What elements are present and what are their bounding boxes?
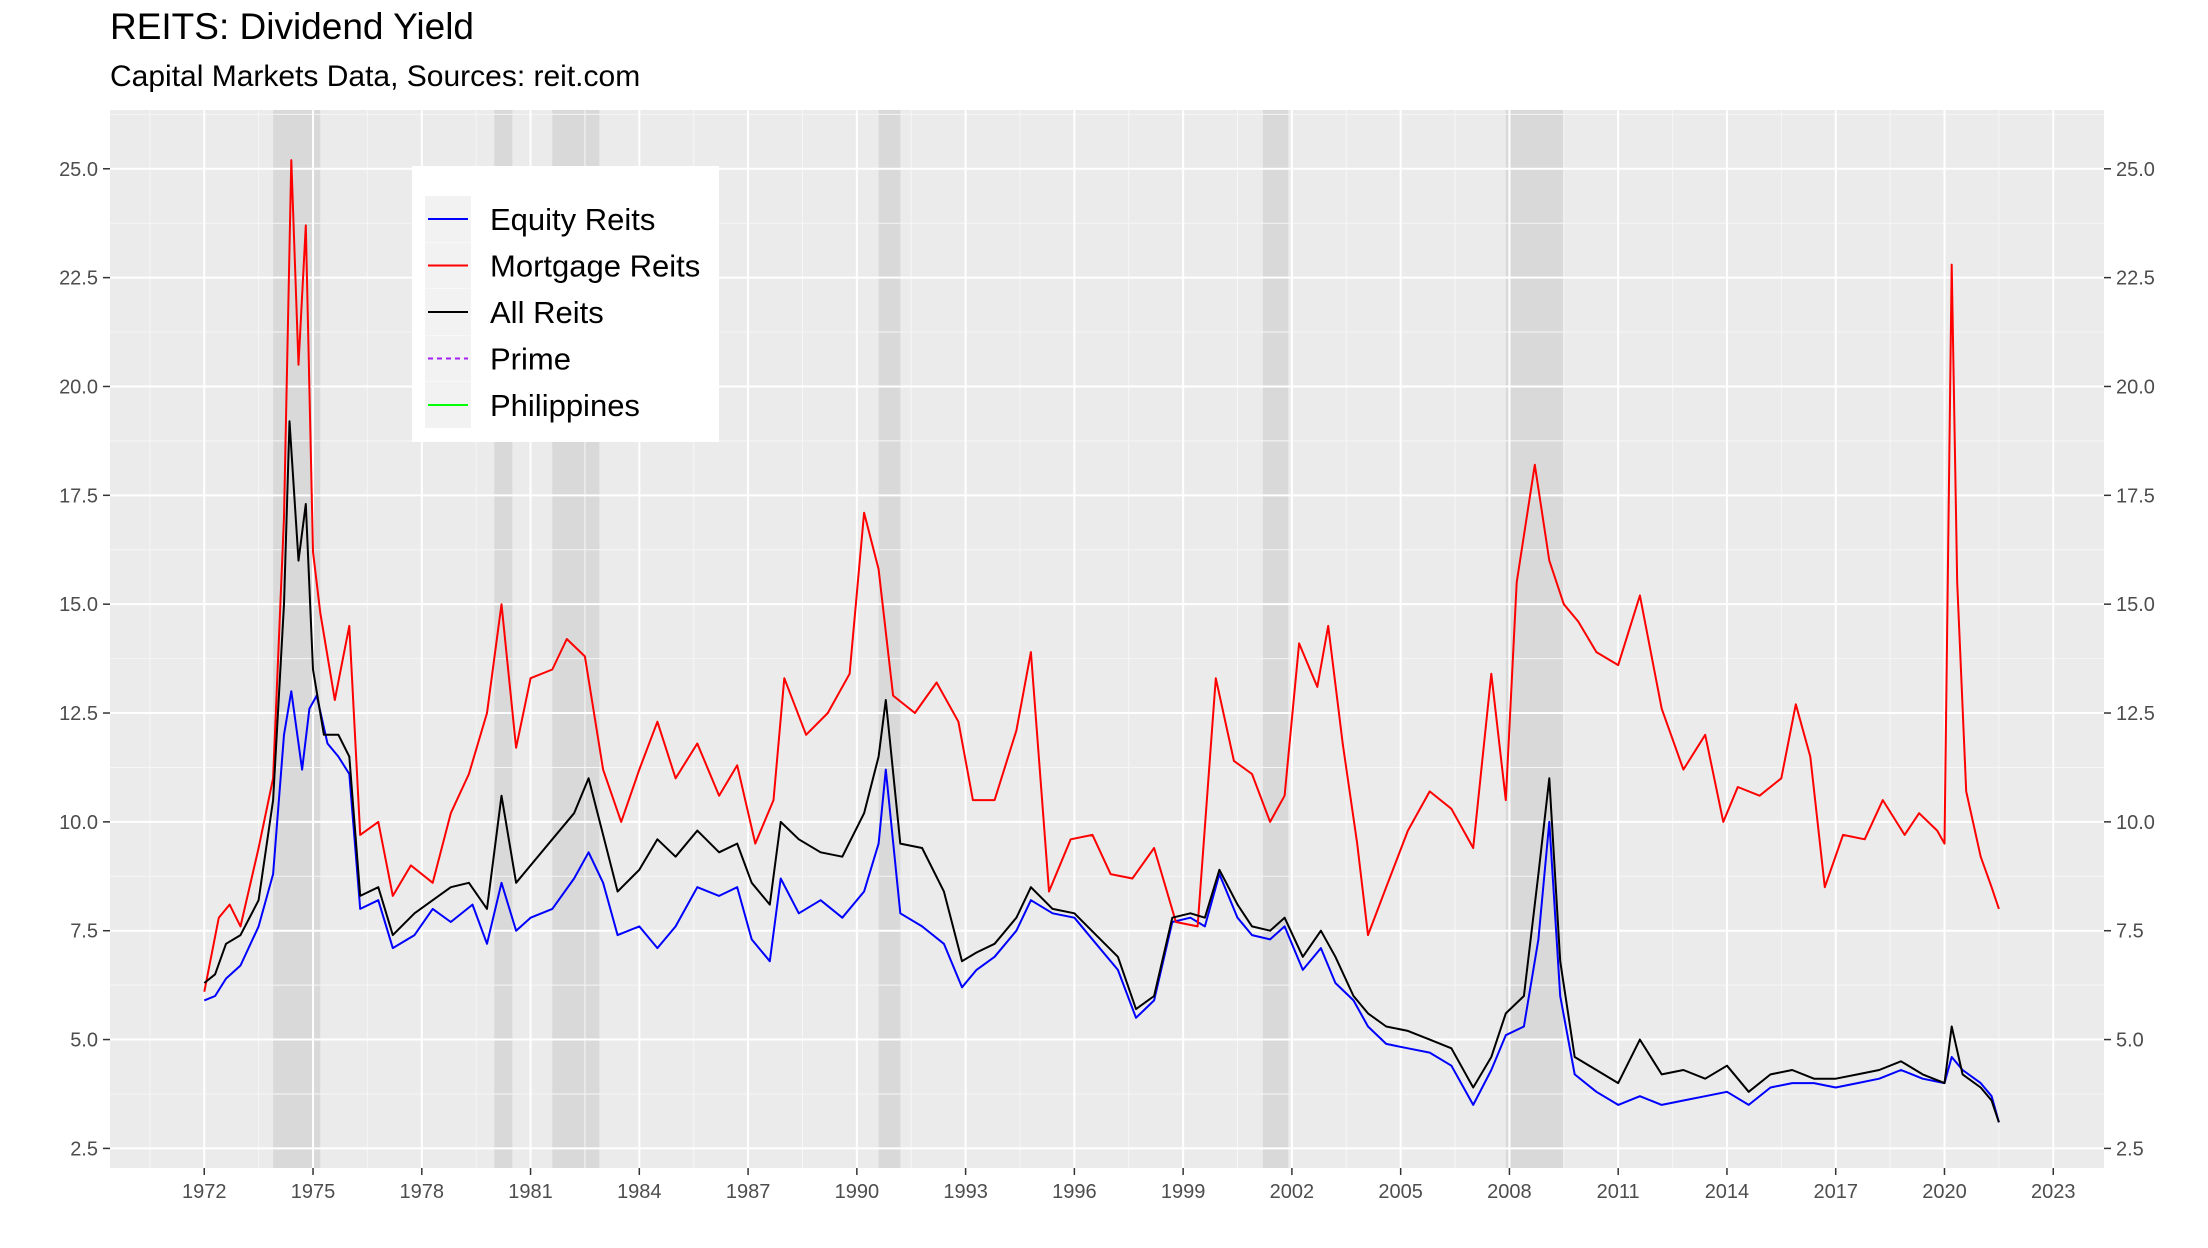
y-tick-label: 12.5 [59, 703, 98, 725]
y-tick-label-right: 25.0 [2116, 159, 2155, 181]
x-tick-label: 1996 [1052, 1181, 1097, 1203]
legend-label: Equity Reits [490, 202, 655, 237]
x-tick-label: 2014 [1705, 1181, 1750, 1203]
recession-band [1262, 110, 1289, 1168]
legend-label: Mortgage Reits [490, 249, 700, 284]
y-tick-label: 15.0 [59, 594, 98, 616]
chart-subtitle: Capital Markets Data, Sources: reit.com [110, 60, 641, 93]
y-tick-label: 2.5 [70, 1138, 98, 1160]
x-tick-label: 1987 [726, 1181, 771, 1203]
y-tick-label-right: 10.0 [2116, 812, 2155, 834]
x-tick-label: 1975 [291, 1181, 336, 1203]
x-tick-label: 1978 [400, 1181, 445, 1203]
x-tick-label: 1981 [508, 1181, 553, 1203]
x-tick-label: 2005 [1378, 1181, 1423, 1203]
recession-band [878, 110, 901, 1168]
y-axis-right: 2.5 5.0 7.5 10.0 12.5 15.0 17.5 20.0 22.5 25.0 [2104, 159, 2155, 1160]
y-tick-label: 7.5 [70, 921, 98, 943]
x-tick-label: 1972 [182, 1181, 227, 1203]
legend: Equity Reits Mortgage Reits All Reits Prime… [412, 166, 719, 442]
x-tick-label: 1993 [943, 1181, 988, 1203]
y-tick-label-right: 22.5 [2116, 268, 2155, 290]
y-tick-label-right: 15.0 [2116, 594, 2155, 616]
series-line-all-reits [203, 420, 2000, 1123]
series-line-equity-reits [203, 690, 2000, 1123]
legend-label: All Reits [490, 295, 604, 330]
y-tick-label-right: 7.5 [2116, 921, 2144, 943]
chart-title: REITS: Dividend Yield [110, 6, 475, 47]
x-tick-label: 2020 [1922, 1181, 1967, 1203]
x-tick-label: 2011 [1597, 1181, 1640, 1203]
series-layer [203, 159, 2000, 1123]
y-tick-label: 25.0 [59, 159, 98, 181]
y-tick-label-right: 2.5 [2116, 1138, 2144, 1160]
series-line-mortgage-reits [203, 159, 2000, 992]
x-tick-label: 1999 [1161, 1181, 1206, 1203]
y-tick-label-right: 12.5 [2116, 703, 2155, 725]
x-tick-label: 2017 [1813, 1181, 1858, 1203]
y-tick-label-right: 17.5 [2116, 485, 2155, 507]
y-axis-left: 2.5 5.0 7.5 10.0 12.5 15.0 17.5 20.0 22.5 25.0 [59, 159, 110, 1160]
x-tick-label: 1990 [835, 1181, 880, 1203]
legend-label: Prime [490, 342, 571, 377]
x-tick-label: 1984 [617, 1181, 662, 1203]
y-tick-label: 17.5 [59, 485, 98, 507]
recession-band [1505, 110, 1564, 1168]
legend-label: Philippines [490, 388, 640, 423]
x-axis: 1972 1975 1978 1981 1984 1987 1990 1993 1996 1999… [182, 1168, 2075, 1203]
y-tick-label: 22.5 [59, 268, 98, 290]
x-tick-label: 2002 [1270, 1181, 1315, 1203]
x-tick-label: 2023 [2031, 1181, 2076, 1203]
plot-panel [110, 110, 2104, 1168]
y-tick-label-right: 5.0 [2116, 1030, 2144, 1052]
y-tick-label: 5.0 [70, 1030, 98, 1052]
y-tick-label: 10.0 [59, 812, 98, 834]
y-tick-label-right: 20.0 [2116, 376, 2155, 398]
x-tick-label: 2008 [1487, 1181, 1532, 1203]
y-tick-label: 20.0 [59, 376, 98, 398]
